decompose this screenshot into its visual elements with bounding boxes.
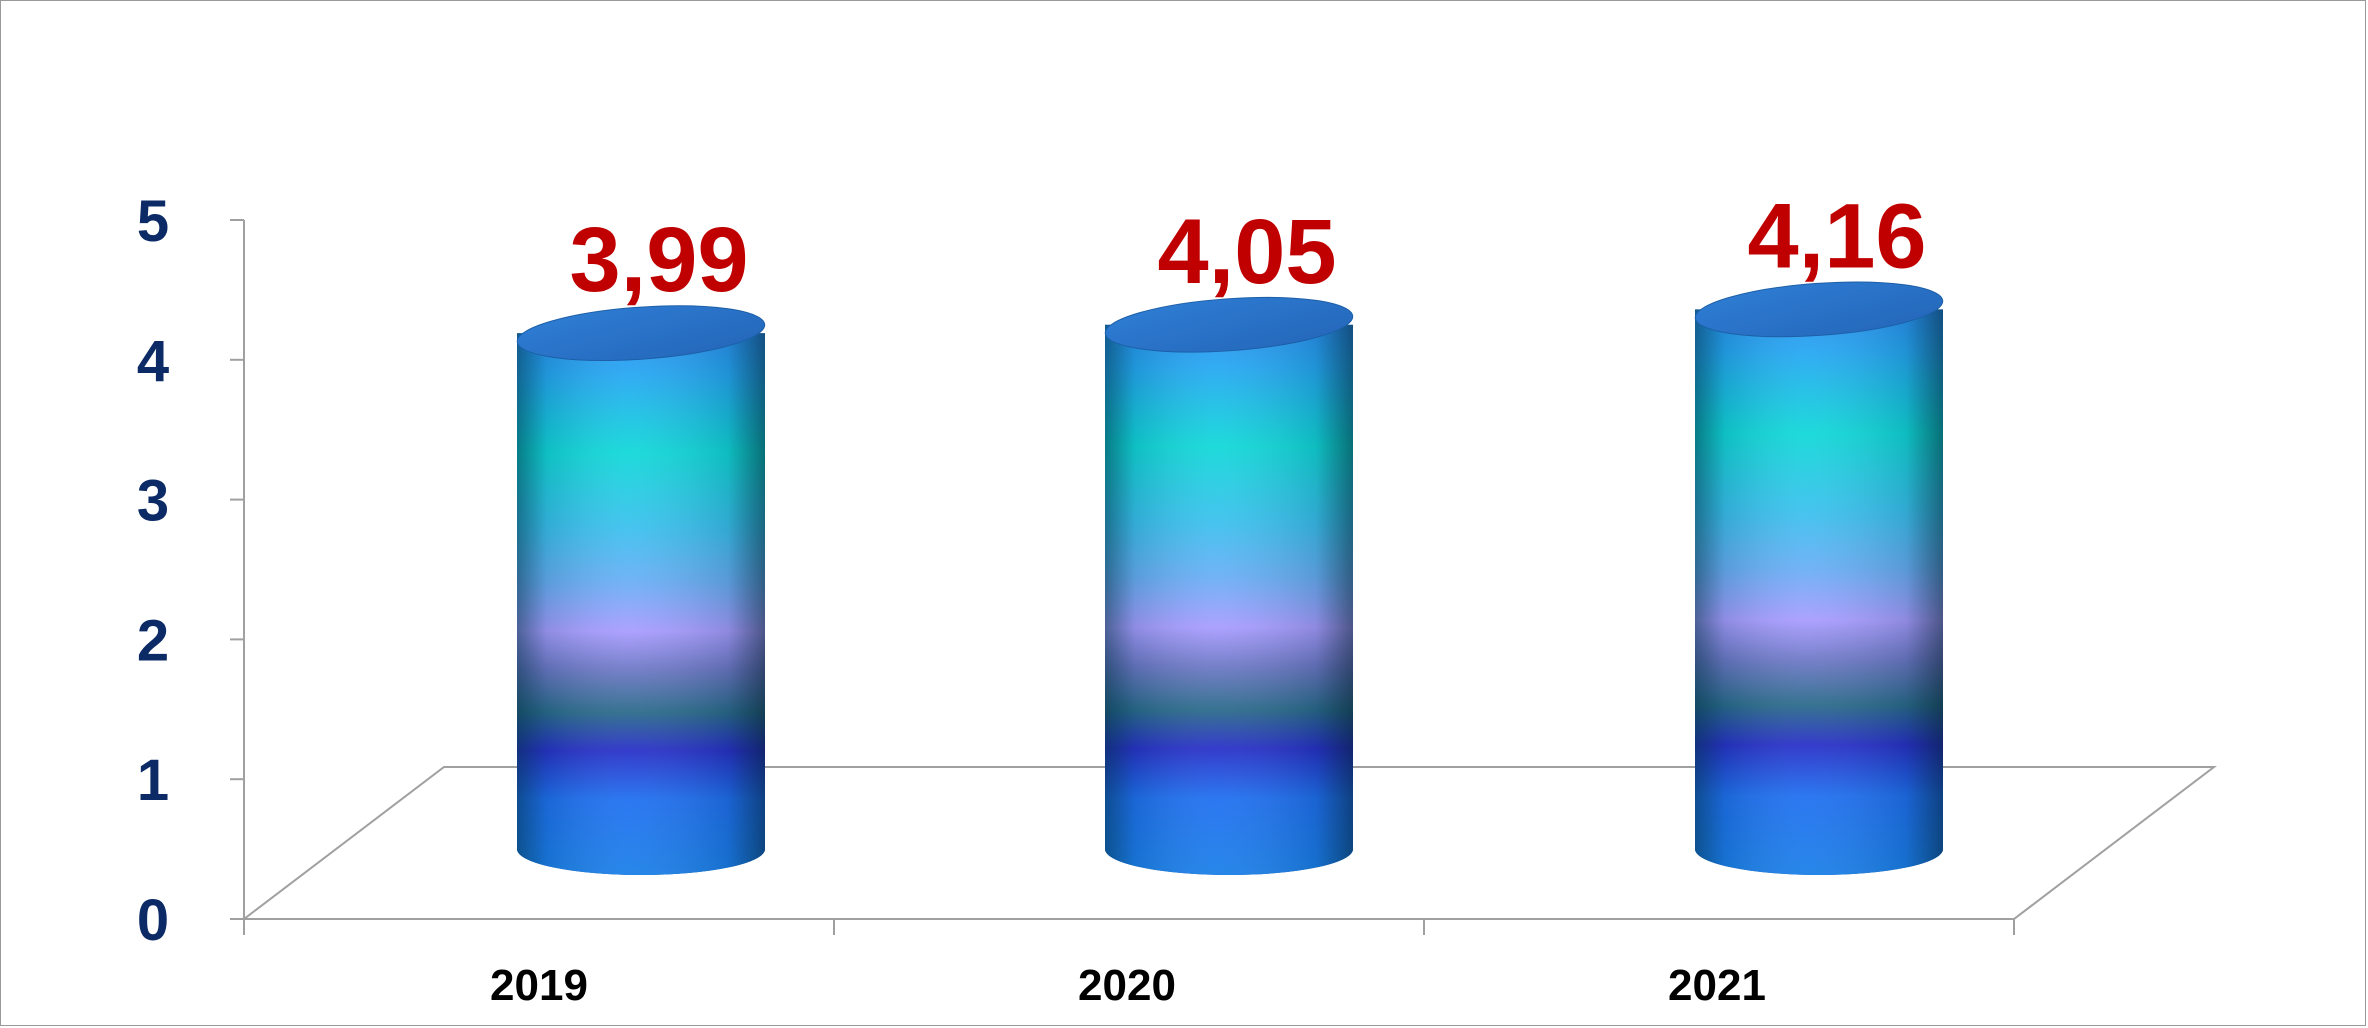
x-tick-label-2019: 2019 [490, 961, 588, 1010]
bar-top [516, 305, 766, 361]
bars [516, 281, 1944, 875]
y-tick-labels: 0 1 2 3 4 5 [137, 189, 169, 953]
bar-2021 [1694, 281, 1944, 875]
bar-top [1694, 281, 1944, 338]
bar-2019 [516, 305, 766, 875]
x-tick-labels: 2019 2020 2021 [490, 961, 1766, 1010]
y-tick-label: 3 [137, 469, 169, 534]
y-tick-label: 5 [137, 189, 169, 254]
bar-shade [517, 333, 765, 875]
data-label-2020: 4,05 [1157, 201, 1336, 303]
x-tick-label-2020: 2020 [1078, 961, 1176, 1010]
bar-2020 [1104, 296, 1354, 875]
y-tick-label: 2 [137, 608, 169, 673]
y-tick-label: 4 [137, 329, 169, 394]
bar-shade [1695, 309, 1943, 875]
y-axis [230, 219, 2015, 935]
x-tick-label-2021: 2021 [1668, 961, 1766, 1010]
bar-top [1104, 296, 1354, 353]
data-label-2019: 3,99 [569, 209, 748, 311]
data-labels: 3,99 4,05 4,16 [569, 185, 1926, 311]
y-tick-label: 0 [137, 888, 169, 953]
y-tick-label: 1 [137, 748, 169, 813]
data-label-2021: 4,16 [1747, 185, 1926, 287]
bar-shade [1105, 324, 1353, 875]
